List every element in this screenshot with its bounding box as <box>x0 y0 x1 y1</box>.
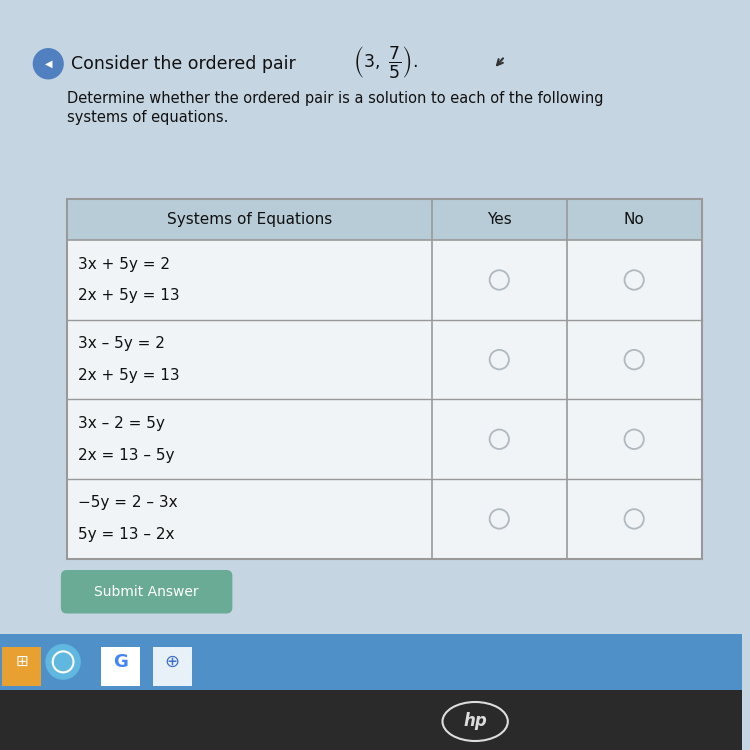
Circle shape <box>490 350 509 370</box>
Text: $\left(3,\ \dfrac{7}{5}\right).$: $\left(3,\ \dfrac{7}{5}\right).$ <box>352 44 418 80</box>
Text: 3x – 5y = 2: 3x – 5y = 2 <box>78 336 165 351</box>
Ellipse shape <box>442 702 508 741</box>
Circle shape <box>625 270 644 290</box>
Circle shape <box>625 509 644 529</box>
FancyBboxPatch shape <box>0 690 742 750</box>
Text: 2x = 13 – 5y: 2x = 13 – 5y <box>78 448 175 463</box>
Text: Submit Answer: Submit Answer <box>94 585 199 598</box>
Text: 2x + 5y = 13: 2x + 5y = 13 <box>78 368 179 383</box>
Circle shape <box>34 49 63 79</box>
Text: Systems of Equations: Systems of Equations <box>166 212 332 227</box>
Text: ◀: ◀ <box>44 58 52 69</box>
Text: Determine whether the ordered pair is a solution to each of the following: Determine whether the ordered pair is a … <box>67 92 603 106</box>
Text: −5y = 2 – 3x: −5y = 2 – 3x <box>78 496 178 511</box>
Text: 3x – 2 = 5y: 3x – 2 = 5y <box>78 416 165 430</box>
Text: 3x + 5y = 2: 3x + 5y = 2 <box>78 256 170 272</box>
Text: No: No <box>624 212 644 227</box>
Circle shape <box>625 350 644 370</box>
FancyBboxPatch shape <box>0 634 742 690</box>
Text: ⊞: ⊞ <box>15 654 28 669</box>
Text: G: G <box>112 652 128 670</box>
Text: Consider the ordered pair: Consider the ordered pair <box>70 55 301 73</box>
FancyBboxPatch shape <box>67 199 701 240</box>
Circle shape <box>53 651 74 672</box>
Circle shape <box>46 645 80 678</box>
FancyBboxPatch shape <box>0 0 742 690</box>
Text: Yes: Yes <box>487 212 512 227</box>
FancyBboxPatch shape <box>67 199 701 559</box>
FancyBboxPatch shape <box>153 646 191 686</box>
FancyBboxPatch shape <box>2 646 40 686</box>
Text: 2x + 5y = 13: 2x + 5y = 13 <box>78 289 179 304</box>
FancyBboxPatch shape <box>101 646 140 686</box>
Text: hp: hp <box>464 712 487 730</box>
Text: systems of equations.: systems of equations. <box>67 110 228 125</box>
Circle shape <box>490 430 509 449</box>
Circle shape <box>625 430 644 449</box>
Circle shape <box>490 509 509 529</box>
Circle shape <box>490 270 509 290</box>
Text: 5y = 13 – 2x: 5y = 13 – 2x <box>78 527 175 542</box>
Text: ⊕: ⊕ <box>165 652 180 670</box>
FancyBboxPatch shape <box>61 570 232 614</box>
